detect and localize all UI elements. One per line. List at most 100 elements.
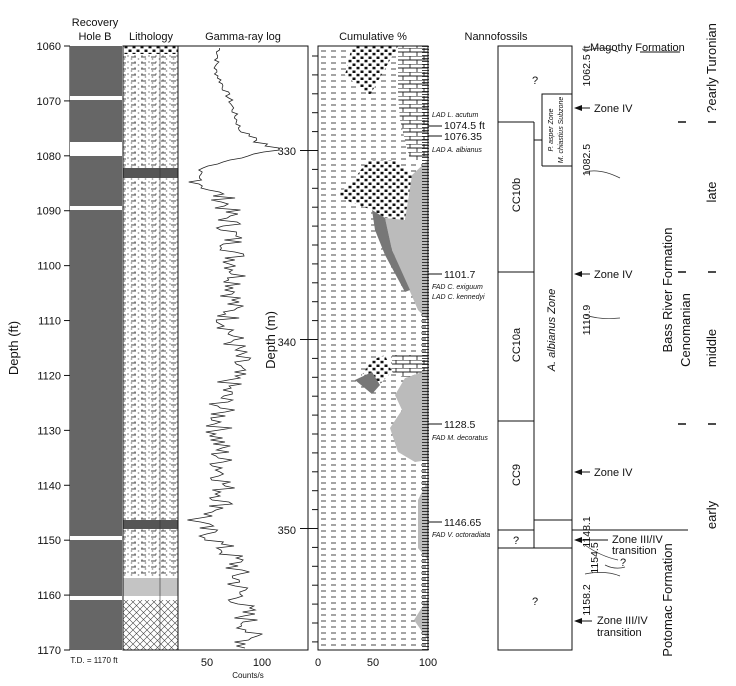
recovery-gap (70, 142, 122, 156)
header-cumulative: Cumulative % (339, 31, 407, 43)
lithology-dotted-overlay (123, 46, 178, 576)
subzone-label: M. chiastius Subzone (558, 97, 565, 164)
arrow-head-icon (574, 271, 582, 277)
depth-m-axis: 330 340 350 Depth (m) (263, 46, 319, 650)
depth-ft-tick-label: 1090 (37, 206, 61, 218)
gamma-unit: Counts/s (232, 671, 264, 680)
cumulative-dark-area (355, 372, 380, 394)
depth-ft-tick-label: 1110 (38, 316, 61, 328)
depth-ft-tick-label: 1120 (37, 370, 61, 382)
recovery-column (70, 46, 122, 650)
gamma-log-frame (177, 45, 309, 651)
subzone-box (534, 93, 572, 141)
event-depth: 1076.35 (444, 131, 482, 143)
depth-m-ticks (300, 55, 318, 643)
cumulative-sand-area (345, 46, 398, 95)
lithology-crosshatch-bed (123, 600, 178, 650)
depth-ft-tick-label: 1070 (37, 96, 61, 108)
recovery-gap (70, 96, 122, 100)
cumulative-dark-area (372, 210, 410, 292)
age-late-label: late (704, 182, 719, 203)
pollen-zone-label: Zone III/IV (597, 615, 648, 627)
cumulative-grey-area (390, 370, 428, 462)
right-depth-annotations: 1062.5 ft 1082.5 1110.9 1148.1 1154.5 11… (581, 45, 626, 616)
depth-ft-tick-label: 1130 (37, 425, 61, 437)
event-label: FAD C. exiguum (432, 284, 483, 291)
td-note: T.D. = 1170 ft (70, 656, 118, 665)
depth-m-tick: 340 (278, 337, 296, 349)
depth-m-tick: 330 (278, 146, 296, 158)
pollen-zone-label: Zone III/IV (612, 534, 663, 546)
event-label: FAD M. decoratus (432, 435, 488, 442)
pollen-zone-label: transition (612, 545, 657, 557)
zone-label-question: ? (532, 596, 538, 608)
depth-ft-axis-label: Depth (ft) (6, 321, 21, 375)
recovery-gap (70, 206, 122, 210)
depth-ft-tick-label: 1060 (37, 41, 61, 53)
recovery-gap (70, 596, 122, 600)
event-depth: 1101.7 (444, 269, 475, 281)
event-depth: 1146.65 (444, 517, 481, 529)
depth-tie-line (584, 572, 621, 577)
cumulative-hatch-band (422, 46, 429, 650)
gamma-log-panel: 50 100 Counts/s (177, 45, 309, 680)
age-early-label: early (704, 500, 719, 529)
pollen-zone-label: Zone IV (594, 103, 633, 115)
depth-tie-line (584, 47, 619, 53)
event-label: LAD A. albianus (432, 147, 482, 154)
right-depth: 1154.5 (589, 542, 601, 573)
zone-label-question: ? (532, 75, 538, 87)
header-recovery-line1: Recovery (72, 17, 119, 29)
depth-ft-tick-label: 1170 (37, 645, 61, 657)
depth-ft-tick-label: 1140 (37, 480, 61, 492)
gamma-tick-100: 100 (253, 657, 271, 669)
gamma-ray-curve (187, 48, 280, 649)
events: LAD L. acutum 1074.5 ft 1076.35 LAD A. a… (428, 112, 490, 539)
event-label: LAD C. kennedyi (432, 294, 485, 301)
cumulative-carbonate (392, 355, 428, 378)
zone-column-frame (497, 45, 573, 651)
cumulative-tick-100: 100 (419, 657, 437, 669)
turonian-label: ?early Turonian (704, 23, 719, 113)
depth-ft-tick-label: 1160 (37, 590, 61, 602)
cumulative-panel: 0 50 100 (315, 45, 437, 669)
depth-m-tick: 350 (278, 525, 296, 537)
subzone-label: P. asper Zone (548, 108, 555, 151)
pollen-zone-label: transition (597, 627, 642, 639)
depth-tie-line (584, 314, 621, 319)
formation-labels: Bass River Formation Potomac Formation C… (572, 23, 719, 657)
zone-label-cc10a: CC10a (511, 327, 523, 362)
depth-tie-line (584, 544, 619, 561)
pollen-question: ? (620, 557, 626, 569)
depth-ft-tick-label: 1100 (37, 261, 61, 273)
cumulative-grey-area (385, 160, 428, 320)
event-label: LAD L. acutum (432, 112, 478, 119)
header-recovery-line2: Hole B (78, 31, 111, 43)
cumulative-tick-0: 0 (315, 657, 321, 669)
lithology-grey-bed (123, 578, 178, 596)
pollen-zones: Magothy Formation Zone IV Zone IV Zone I… (574, 42, 685, 639)
depth-ft-tick-label: 1080 (37, 151, 61, 163)
event-label: FAD V. octoradiata (432, 532, 490, 539)
depth-m-axis-label: Depth (m) (263, 311, 278, 369)
arrow-head-icon (574, 618, 582, 624)
cumulative-tick-50: 50 (367, 657, 379, 669)
event-depth: 1128.5 (444, 419, 475, 431)
recovery-core (70, 46, 122, 650)
arrow-head-icon (574, 105, 582, 111)
depth-tie-line (604, 564, 626, 569)
depth-ft-tick-label: 1150 (37, 535, 61, 547)
lithology-column (122, 45, 179, 651)
lithology-dark-bed (123, 520, 178, 529)
right-depth: 1158.2 (581, 584, 593, 615)
cenomanian-label: Cenomanian (678, 293, 693, 367)
cumulative-frame (317, 45, 429, 651)
depth-tie-line (584, 170, 621, 179)
right-depth: 1082.5 (581, 144, 593, 176)
zone-label-cc10b: CC10b (511, 178, 523, 212)
right-depth: 1062.5 ft (581, 45, 593, 86)
albianus-zone-label: A. albianus Zone (546, 289, 558, 373)
depth-ft-ticks: 1060 1070 1080 1090 1100 1110 1120 1130 1140 1150… (37, 41, 70, 657)
pollen-zone-label: Zone IV (594, 467, 633, 479)
arrow-head-icon (574, 469, 582, 475)
